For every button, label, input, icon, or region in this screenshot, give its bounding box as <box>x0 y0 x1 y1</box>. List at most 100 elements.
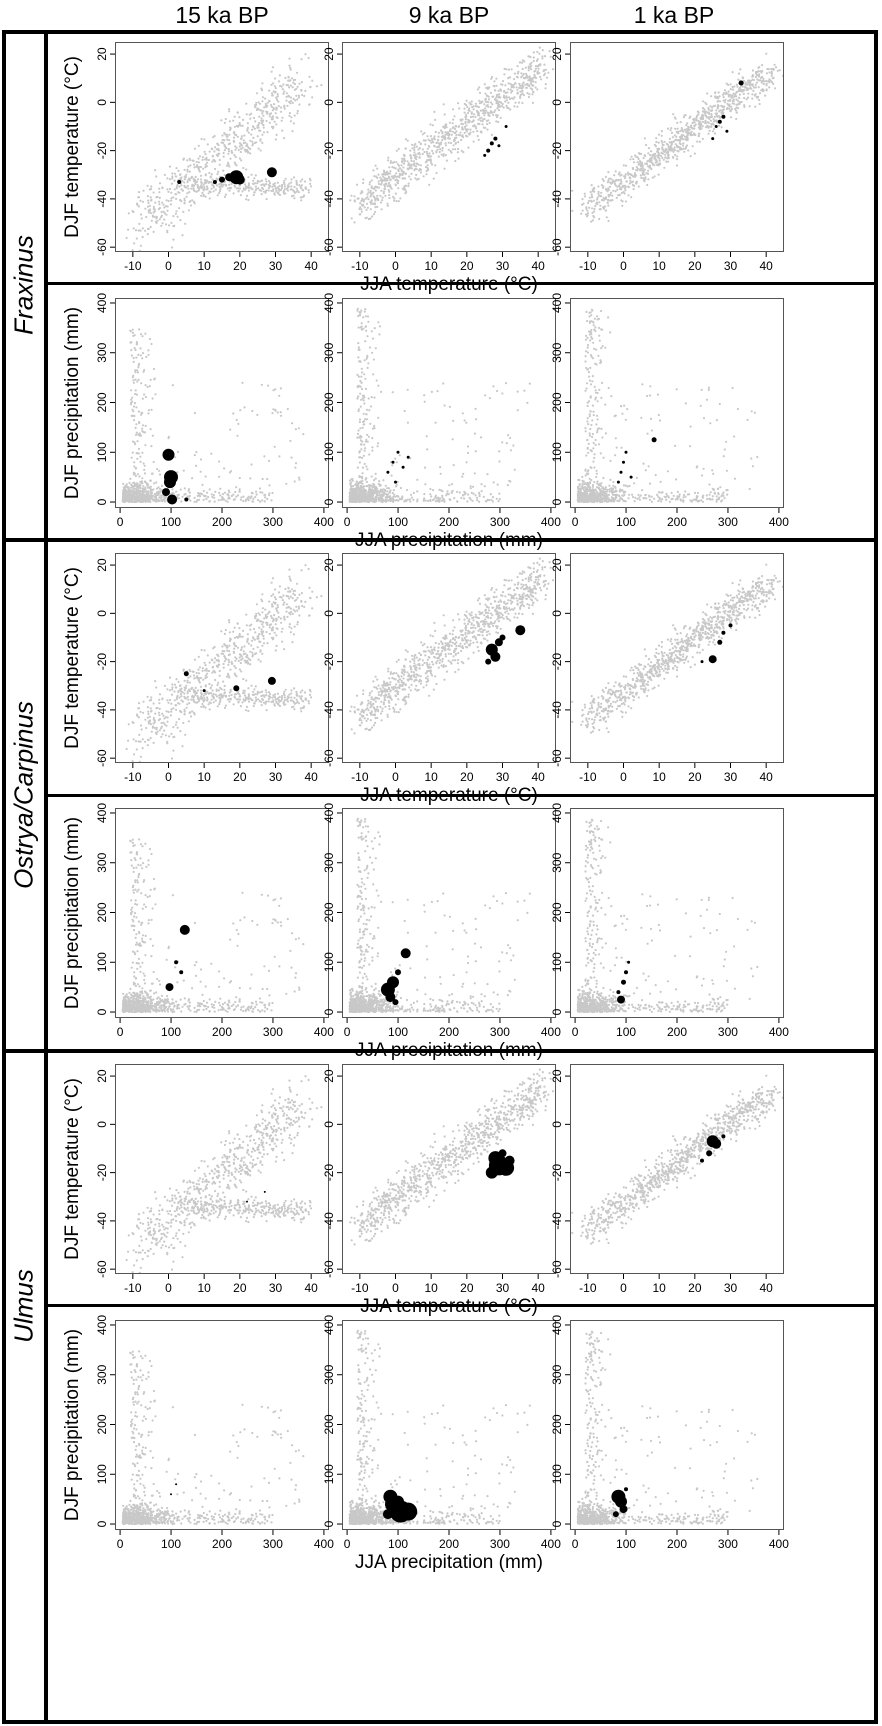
background-point <box>386 173 389 176</box>
background-point <box>736 85 739 88</box>
background-point <box>650 168 653 171</box>
background-point <box>709 422 712 425</box>
background-point <box>287 79 290 82</box>
background-point <box>307 191 310 194</box>
background-point <box>218 185 221 188</box>
background-point <box>529 78 532 81</box>
background-point <box>149 428 152 431</box>
background-point <box>144 207 147 210</box>
background-point <box>647 147 651 150</box>
background-point <box>268 484 271 487</box>
y-tick-label: 20 <box>550 47 564 61</box>
background-point <box>379 194 382 197</box>
background-point <box>131 490 134 493</box>
background-point <box>242 495 245 498</box>
background-point <box>614 190 617 193</box>
background-point <box>666 143 670 146</box>
background-point <box>158 500 161 503</box>
background-point <box>137 378 140 381</box>
background-point <box>302 433 305 436</box>
background-point <box>356 395 360 398</box>
background-point <box>223 467 226 470</box>
background-point <box>599 204 602 207</box>
background-point <box>289 68 292 71</box>
background-point <box>250 133 253 136</box>
background-point <box>632 161 636 164</box>
background-point <box>519 87 522 90</box>
background-point <box>155 498 158 501</box>
background-point <box>297 96 300 99</box>
background-point <box>245 198 248 201</box>
background-point <box>178 207 181 210</box>
background-point <box>255 493 258 496</box>
background-point <box>228 491 231 494</box>
background-point <box>232 139 235 142</box>
background-point <box>531 77 534 80</box>
background-point <box>271 491 274 495</box>
background-point <box>134 467 137 470</box>
background-point <box>465 421 468 424</box>
background-point <box>362 394 365 397</box>
background-point <box>260 193 263 196</box>
background-point <box>604 346 607 349</box>
background-point <box>239 124 242 127</box>
background-point <box>380 178 383 181</box>
background-point <box>490 498 493 501</box>
background-point <box>226 138 229 141</box>
background-point <box>182 469 185 472</box>
background-point <box>496 99 499 102</box>
background-point <box>696 110 699 113</box>
background-point <box>261 179 264 182</box>
background-point <box>595 414 599 417</box>
background-point <box>636 156 639 159</box>
background-point <box>234 145 237 148</box>
background-point <box>296 85 299 88</box>
background-point <box>156 195 159 199</box>
background-point <box>768 86 771 89</box>
background-point <box>179 219 182 222</box>
background-point <box>586 417 589 420</box>
background-point <box>383 488 386 491</box>
background-point <box>426 448 429 451</box>
background-point <box>466 445 470 448</box>
background-point <box>137 196 141 199</box>
background-point <box>718 115 722 119</box>
background-point <box>365 208 368 211</box>
background-point <box>643 137 646 140</box>
background-point <box>618 194 621 197</box>
background-point <box>636 161 639 164</box>
background-point <box>193 163 196 166</box>
background-point <box>633 500 636 503</box>
background-point <box>449 498 452 502</box>
background-point <box>477 491 481 494</box>
background-point <box>242 188 245 191</box>
background-point <box>362 399 365 402</box>
background-point <box>366 484 369 488</box>
background-point <box>380 494 383 497</box>
background-point <box>236 111 239 114</box>
background-point <box>438 143 441 146</box>
background-point <box>203 186 206 189</box>
background-point <box>177 169 180 172</box>
background-point <box>447 493 450 496</box>
background-point <box>273 85 276 88</box>
background-point <box>352 485 355 488</box>
background-point <box>246 122 249 125</box>
background-point <box>217 499 220 502</box>
background-point <box>194 179 197 182</box>
background-point <box>514 82 517 85</box>
background-point <box>298 82 301 85</box>
background-point <box>137 229 140 232</box>
background-point <box>420 130 423 133</box>
background-point <box>222 169 225 172</box>
background-point <box>735 90 738 93</box>
background-point <box>647 178 650 181</box>
background-point <box>293 197 296 200</box>
background-point <box>611 199 614 202</box>
background-point <box>765 52 768 55</box>
background-point <box>645 163 648 166</box>
background-point <box>676 149 679 152</box>
background-point <box>222 498 225 501</box>
background-point <box>486 128 489 131</box>
